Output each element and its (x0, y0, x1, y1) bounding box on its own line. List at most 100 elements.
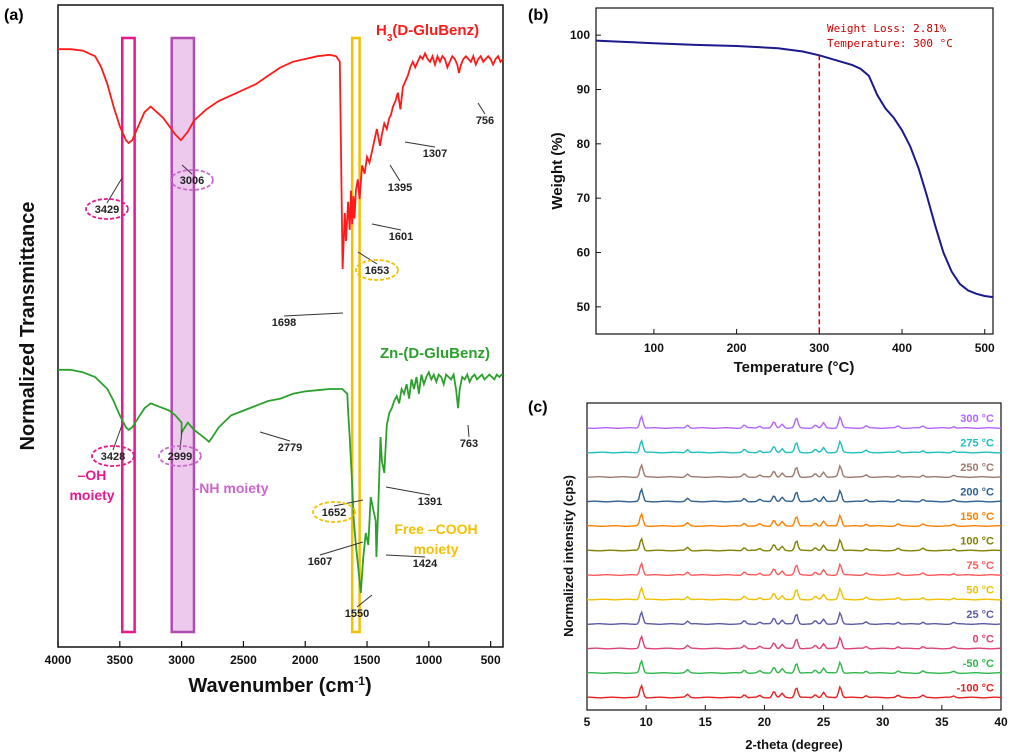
tga-x-tick-label: 200 (727, 341, 747, 355)
pxrd-pattern (587, 683, 1002, 699)
ftir-bands (121, 36, 361, 634)
h3-peak-label: 756 (476, 115, 494, 127)
tga-panel: 100 200 300 400 500 50 60 70 80 90 100 Weight Loss… (549, 7, 995, 376)
h3-peak-label: 3429 (95, 204, 119, 216)
zn-peak-label: 1550 (345, 608, 369, 620)
nh-band (170, 36, 196, 634)
zn-peak-label: 1391 (418, 496, 442, 508)
ftir-legend-zn: Zn-(D-GluBenz) (380, 345, 490, 362)
pxrd-pattern (586, 438, 1002, 454)
zn-peak-circle (312, 501, 356, 523)
zn-pointer (385, 486, 431, 496)
pxrd-temp-label: 200 °C (960, 487, 994, 499)
zn-peak-label: 2779 (278, 442, 302, 454)
tga-y-tick-label: 90 (577, 83, 591, 97)
zn-pointer (333, 499, 364, 507)
tga-ticks: 100 200 300 400 500 50 60 70 80 90 100 (570, 28, 995, 355)
ftir-x-tick-label: 1000 (415, 653, 442, 667)
pxrd-x-axis-label: 2-theta (degree) (745, 737, 843, 752)
tga-annotation-line2: Temperature: 300 °C (827, 37, 953, 50)
h3-peak-label: 1307 (423, 148, 447, 160)
h3-peak-label: 1653 (365, 265, 389, 277)
pxrd-x-tick-label: 30 (876, 715, 890, 729)
pxrd-lines: 300 °C 275 °C 250 °C 200 °C 150 °C 100 °C 75 °… (586, 413, 1002, 699)
tga-lines (595, 39, 994, 334)
series-h3-line (58, 48, 504, 270)
ftir-x-tick-label: 1500 (354, 653, 381, 667)
pxrd-pattern (586, 634, 1002, 650)
pxrd-temp-label: 275 °C (960, 438, 994, 450)
zn-pointer (385, 554, 426, 558)
pxrd-x-tick-label: 40 (994, 715, 1008, 729)
tga-x-axis-label: Temperature (°C) (734, 359, 855, 376)
zn-pointer (356, 594, 373, 608)
ftir-legend-h3: H3(D-GluBenz) (376, 22, 479, 44)
pxrd-temp-label: 0 °C (972, 634, 994, 646)
pxrd-temp-label: 75 °C (966, 560, 994, 572)
pxrd-temp-label: 250 °C (960, 462, 994, 474)
pxrd-pattern (586, 487, 1002, 503)
h3-pointer (283, 312, 344, 317)
band-label: moiety (69, 487, 114, 503)
cooh-band (350, 36, 361, 634)
h3-peak-label: 1698 (272, 317, 296, 329)
tga-y-axis-label: Weight (%) (549, 132, 566, 209)
zn-pointer (319, 541, 364, 556)
zn-pointer (259, 431, 291, 442)
pxrd-pattern (587, 610, 1002, 625)
h3-peak-circle (355, 259, 399, 281)
zn-peak-label: 3428 (101, 451, 125, 463)
h3-pointer (477, 102, 486, 115)
ftir-plot-frame (57, 4, 504, 648)
ftir-x-tick-label: 2500 (230, 653, 257, 667)
band-label: –OH (78, 467, 107, 483)
pxrd-temp-label: 25 °C (966, 609, 994, 621)
ftir-lines (58, 48, 504, 594)
tga-y-tick-label: 60 (577, 246, 591, 260)
h3-peak-circle (85, 198, 129, 220)
h3-peak-label: 1601 (389, 231, 413, 243)
tga-y-tick-label: 100 (570, 28, 590, 42)
tga-curve (595, 39, 994, 299)
tga-annotation-line1: Weight Loss: 2.81% (827, 22, 947, 35)
pxrd-pattern (586, 586, 1002, 601)
pxrd-x-tick-label: 15 (699, 715, 713, 729)
pxrd-temp-label: 300 °C (960, 413, 994, 425)
h3-peak-label: 1395 (388, 182, 412, 194)
tga-x-tick-label: 100 (644, 341, 664, 355)
pxrd-pattern (587, 536, 1002, 552)
oh-band (121, 36, 136, 634)
pxrd-x-tick-label: 10 (639, 715, 653, 729)
band-label: –NH moiety (191, 480, 268, 496)
pxrd-pattern (586, 659, 1001, 674)
h3-peak-label: 3006 (180, 175, 204, 187)
pxrd-pattern (586, 512, 1002, 528)
tga-x-tick-label: 400 (892, 341, 912, 355)
zn-peak-circle (91, 445, 135, 467)
h3-pointer (357, 251, 378, 265)
series-zn-line (58, 368, 503, 594)
pxrd-temp-label: 100 °C (960, 536, 994, 548)
pxrd-y-axis-label: Normalized intensity (cps) (561, 475, 576, 637)
ftir-x-tick-label: 500 (481, 653, 501, 667)
pxrd-temp-label: 50 °C (966, 585, 994, 597)
zn-peak-label: 2999 (168, 451, 192, 463)
h3-pointer (404, 141, 436, 148)
tga-y-tick-label: 50 (577, 300, 591, 314)
ftir-x-tick-label: 3000 (168, 653, 195, 667)
pxrd-panel: 5 10 15 20 25 30 35 40 300 °C 275 °C 250 °C 200 °C… (561, 402, 1008, 752)
tga-x-tick-label: 300 (809, 341, 829, 355)
zn-pointer (467, 424, 470, 438)
h3-peak-circle (170, 169, 214, 191)
pxrd-x-tick-label: 20 (758, 715, 772, 729)
ftir-panel: 4000 3500 3000 2500 2000 1500 1000 500 3429 3006… (17, 4, 504, 697)
tga-x-tick-label: 500 (975, 341, 995, 355)
band-label: moiety (413, 541, 458, 557)
ftir-x-tick-label: 4000 (45, 653, 72, 667)
pxrd-x-tick-label: 25 (817, 715, 831, 729)
tga-y-tick-label: 70 (577, 191, 591, 205)
panel-label-c: (c) (528, 399, 548, 416)
pxrd-plot-frame (586, 402, 1002, 711)
pxrd-temp-label: 150 °C (960, 511, 994, 523)
